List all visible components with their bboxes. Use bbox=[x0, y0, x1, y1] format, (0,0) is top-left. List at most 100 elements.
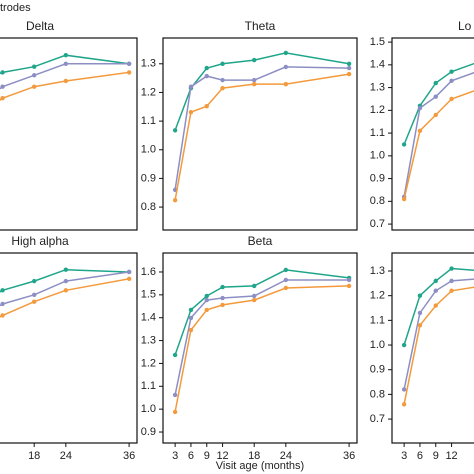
data-point bbox=[32, 73, 37, 78]
data-point bbox=[283, 277, 289, 283]
x-tick-label: 3 bbox=[401, 450, 407, 462]
data-point bbox=[220, 77, 225, 83]
data-point bbox=[417, 293, 423, 298]
y-tick-label: 1.2 bbox=[370, 290, 385, 302]
data-point bbox=[417, 105, 423, 111]
data-point bbox=[126, 61, 132, 66]
x-axis-label: Visit age (months) bbox=[216, 460, 304, 472]
data-point bbox=[449, 278, 454, 284]
y-tick-label: 0.8 bbox=[141, 201, 156, 213]
y-tick-label: 1.4 bbox=[141, 312, 156, 324]
data-point bbox=[433, 112, 438, 118]
panel-title: Delta bbox=[26, 19, 54, 33]
y-tick-label: 1.0 bbox=[370, 150, 385, 162]
data-point bbox=[32, 64, 37, 69]
x-tick-label: 3 bbox=[172, 450, 178, 462]
plot-area bbox=[401, 62, 474, 202]
x-tick-label: 36 bbox=[123, 450, 135, 462]
y-tick-label: 0.7 bbox=[370, 218, 385, 230]
data-point bbox=[0, 70, 5, 75]
data-point bbox=[63, 78, 69, 84]
y-tick-label: 1.6 bbox=[141, 266, 156, 278]
x-tick-label: 9 bbox=[204, 450, 210, 462]
panel-title: Theta bbox=[245, 19, 276, 33]
y-tick-label: 1.0 bbox=[141, 144, 156, 156]
data-point bbox=[172, 392, 178, 398]
data-point bbox=[32, 292, 37, 298]
data-point bbox=[32, 278, 37, 284]
data-point bbox=[252, 81, 257, 87]
data-point bbox=[32, 84, 37, 89]
x-tick-label: 12 bbox=[445, 450, 457, 462]
x-tick-label: 18 bbox=[28, 450, 40, 462]
plot-frame bbox=[162, 37, 358, 231]
y-tick-label: 1.1 bbox=[141, 380, 156, 392]
series-line bbox=[174, 285, 350, 413]
y-tick-label: 1.2 bbox=[370, 104, 385, 116]
y-tick-label: 1.3 bbox=[370, 81, 385, 93]
data-point bbox=[346, 277, 352, 283]
data-point bbox=[220, 284, 225, 290]
y-tick-label: 1.0 bbox=[370, 339, 385, 351]
y-tick-label: 1.1 bbox=[370, 127, 385, 139]
series-line bbox=[0, 63, 130, 90]
data-point bbox=[346, 61, 352, 66]
x-tick-label: 18 bbox=[248, 450, 260, 462]
data-point bbox=[188, 327, 194, 333]
y-tick-label: 0.8 bbox=[370, 388, 385, 400]
data-point bbox=[220, 85, 225, 91]
y-tick-label: 1.5 bbox=[141, 289, 156, 301]
data-point bbox=[188, 307, 194, 313]
data-point bbox=[433, 303, 438, 308]
x-tick-label: 6 bbox=[417, 450, 423, 462]
data-point bbox=[188, 315, 194, 321]
data-point bbox=[417, 128, 423, 134]
data-point bbox=[204, 293, 209, 299]
data-point bbox=[252, 297, 257, 303]
data-point bbox=[417, 323, 423, 328]
data-point bbox=[449, 266, 454, 271]
x-tick-label: 36 bbox=[343, 450, 355, 462]
y-tick-label: 1.5 bbox=[370, 36, 385, 48]
data-point bbox=[63, 52, 69, 58]
data-point bbox=[252, 293, 257, 299]
data-point bbox=[417, 310, 423, 316]
y-tick-label: 1.1 bbox=[141, 115, 156, 127]
panel-title: Lo bbox=[458, 19, 472, 33]
data-point bbox=[172, 128, 178, 133]
plot-area bbox=[401, 266, 474, 407]
data-point bbox=[433, 278, 438, 284]
data-point bbox=[0, 301, 5, 307]
figure-header: trodes bbox=[0, 2, 31, 14]
data-point bbox=[449, 69, 454, 74]
plot-area bbox=[0, 267, 132, 318]
data-point bbox=[401, 342, 407, 348]
series-line bbox=[174, 66, 350, 191]
data-point bbox=[172, 352, 178, 358]
x-tick-label: 9 bbox=[433, 450, 439, 462]
y-tick-label: 1.0 bbox=[141, 403, 156, 415]
data-point bbox=[0, 84, 5, 89]
data-point bbox=[204, 297, 209, 303]
data-point bbox=[172, 197, 178, 203]
y-tick-label: 1.3 bbox=[141, 334, 156, 346]
plot-area bbox=[0, 52, 132, 102]
data-point bbox=[126, 70, 132, 75]
data-point bbox=[63, 267, 69, 272]
plot-frame bbox=[0, 252, 138, 444]
series-line bbox=[403, 278, 474, 390]
y-tick-label: 0.9 bbox=[141, 426, 156, 438]
data-point bbox=[204, 73, 209, 79]
data-point bbox=[346, 65, 352, 71]
y-tick-label: 1.3 bbox=[370, 265, 385, 277]
series-line bbox=[174, 73, 350, 201]
data-point bbox=[0, 95, 5, 101]
y-tick-label: 1.2 bbox=[141, 357, 156, 369]
data-point bbox=[126, 269, 132, 275]
y-tick-label: 1.2 bbox=[141, 86, 156, 98]
data-point bbox=[204, 65, 209, 71]
data-point bbox=[220, 61, 225, 66]
data-point bbox=[220, 302, 225, 308]
data-point bbox=[0, 313, 5, 318]
